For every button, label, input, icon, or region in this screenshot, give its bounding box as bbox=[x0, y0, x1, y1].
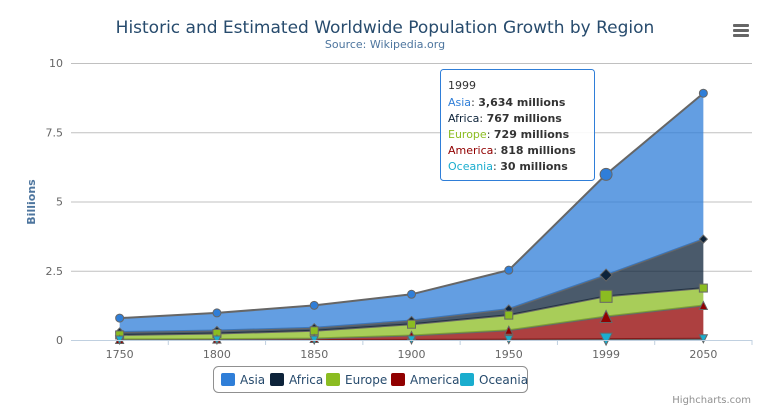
marker-america[interactable] bbox=[698, 300, 709, 310]
legend-swatch bbox=[391, 373, 405, 386]
y-tick-label: 2.5 bbox=[46, 265, 64, 278]
x-tick-label: 1999 bbox=[592, 348, 620, 361]
tooltip-row: Oceania: 30 millions bbox=[448, 160, 568, 173]
marker-oceania[interactable] bbox=[212, 335, 222, 346]
tooltip-row: Africa: 767 millions bbox=[448, 112, 562, 125]
marker-america[interactable] bbox=[503, 325, 514, 335]
y-tick-label: 7.5 bbox=[46, 126, 64, 139]
credits-link[interactable]: Highcharts.com bbox=[672, 395, 751, 406]
tooltip-header: 1999 bbox=[448, 79, 476, 92]
marker-europe[interactable] bbox=[698, 283, 708, 293]
legend: Asia Africa Europe America Oceania bbox=[213, 366, 528, 393]
marker-europe[interactable] bbox=[599, 289, 613, 303]
marker-oceania[interactable] bbox=[406, 335, 417, 345]
legend-item-europe[interactable]: Europe bbox=[326, 373, 387, 387]
legend-label: America bbox=[410, 373, 460, 387]
legend-label: Africa bbox=[289, 373, 323, 387]
marker-europe[interactable] bbox=[407, 319, 416, 329]
legend-label: Oceania bbox=[479, 373, 528, 387]
legend-item-america[interactable]: America bbox=[391, 373, 460, 387]
x-tick-label: 1850 bbox=[300, 348, 328, 361]
marker-oceania[interactable] bbox=[698, 334, 709, 344]
tooltip-series-value: 767 millions bbox=[487, 112, 563, 125]
tooltip-series-name: Oceania bbox=[448, 160, 493, 173]
legend-swatch bbox=[326, 373, 340, 386]
marker-oceania[interactable] bbox=[114, 335, 125, 346]
legend-item-oceania[interactable]: Oceania bbox=[460, 373, 528, 387]
marker-asia[interactable] bbox=[212, 308, 222, 318]
tooltip-series-value: 818 millions bbox=[501, 144, 577, 157]
tooltip-series-value: 3,634 millions bbox=[478, 96, 566, 109]
tooltip: 1999 Asia: 3,634 millions Africa: 767 mil… bbox=[440, 69, 595, 181]
legend-swatch bbox=[221, 373, 235, 386]
marker-africa[interactable] bbox=[599, 268, 613, 282]
x-tick-label: 1800 bbox=[203, 348, 231, 361]
legend-item-asia[interactable]: Asia bbox=[221, 373, 265, 387]
legend-label: Europe bbox=[345, 373, 387, 387]
legend-swatch bbox=[460, 373, 474, 386]
chart-subtitle: Source: Wikipedia.org bbox=[325, 38, 445, 51]
marker-oceania[interactable] bbox=[503, 335, 514, 345]
legend-swatch bbox=[270, 373, 284, 386]
y-tick-label: 0 bbox=[56, 334, 63, 347]
marker-asia[interactable] bbox=[309, 300, 319, 310]
tooltip-series-name: Africa bbox=[448, 112, 479, 125]
marker-asia[interactable] bbox=[698, 88, 708, 98]
x-tick-label: 2050 bbox=[689, 348, 717, 361]
tooltip-series-name: America bbox=[448, 144, 493, 157]
tooltip-series-value: 729 millions bbox=[494, 128, 570, 141]
legend-item-africa[interactable]: Africa bbox=[270, 373, 323, 387]
x-tick-label: 1900 bbox=[398, 348, 426, 361]
marker-america[interactable] bbox=[599, 309, 613, 324]
tooltip-series-name: Asia bbox=[448, 96, 471, 109]
tooltip-row: America: 818 millions bbox=[448, 144, 576, 157]
x-tick-label: 1950 bbox=[495, 348, 523, 361]
marker-asia[interactable] bbox=[504, 265, 514, 275]
y-tick-label: 5 bbox=[56, 196, 63, 209]
marker-asia[interactable] bbox=[407, 289, 416, 299]
marker-oceania[interactable] bbox=[599, 332, 613, 347]
chart-title: Historic and Estimated Worldwide Populat… bbox=[116, 18, 655, 38]
y-axis-title: Billions bbox=[25, 179, 38, 225]
area-america bbox=[119, 305, 704, 340]
marker-asia[interactable] bbox=[115, 313, 125, 323]
marker-europe[interactable] bbox=[504, 310, 514, 320]
tooltip-series-value: 30 millions bbox=[500, 160, 568, 173]
legend-label: Asia bbox=[240, 373, 265, 387]
area-asia bbox=[119, 93, 704, 332]
tooltip-row: Europe: 729 millions bbox=[448, 128, 570, 141]
marker-oceania[interactable] bbox=[309, 335, 320, 346]
hamburger-menu-icon[interactable] bbox=[732, 23, 750, 37]
x-tick-label: 1750 bbox=[106, 348, 134, 361]
y-tick-label: 10 bbox=[49, 57, 63, 70]
marker-africa[interactable] bbox=[698, 234, 709, 244]
area-africa bbox=[119, 239, 704, 335]
marker-asia[interactable] bbox=[599, 167, 613, 181]
tooltip-series-name: Europe bbox=[448, 128, 487, 141]
tooltip-row: Asia: 3,634 millions bbox=[448, 96, 566, 109]
